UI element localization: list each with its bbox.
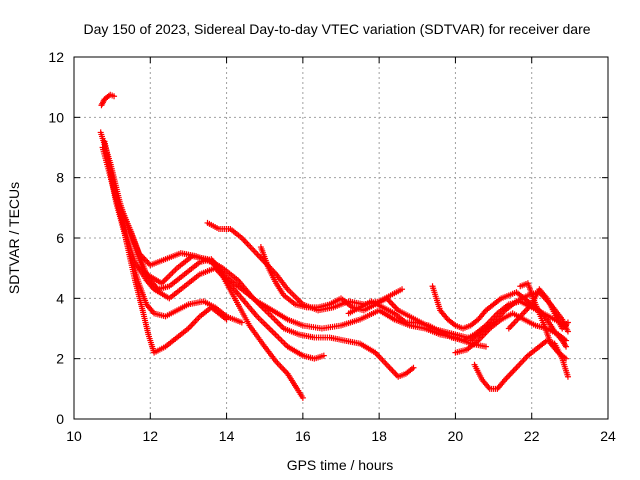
series-sat-c [99, 144, 327, 362]
chart-title: Day 150 of 2023, Sidereal Day-to-day VTE… [83, 21, 590, 37]
data-point [564, 328, 571, 335]
y-tick-label: 12 [48, 49, 64, 65]
x-tick-label: 24 [600, 428, 616, 444]
data-point [482, 343, 489, 350]
x-tick-label: 22 [524, 428, 540, 444]
series-sat-d [101, 138, 230, 356]
grid [74, 57, 608, 419]
data-point [111, 93, 118, 100]
y-tick-label: 10 [48, 109, 64, 125]
y-tick-label: 2 [56, 351, 64, 367]
series-sat-p [345, 298, 570, 344]
y-axis-label: SDTVAR / TECUs [6, 182, 22, 294]
series-sat-e [103, 150, 245, 326]
data-point [563, 355, 570, 362]
data-point [410, 364, 417, 371]
data-point [320, 352, 327, 359]
data-point [564, 373, 571, 380]
x-tick-label: 12 [142, 428, 158, 444]
data-point [399, 286, 406, 293]
y-tick-label: 0 [56, 411, 64, 427]
x-axis-label: GPS time / hours [287, 457, 394, 473]
series-sat-l [452, 310, 570, 356]
x-tick-label: 14 [219, 428, 235, 444]
data-point [299, 394, 306, 401]
x-tick-label: 20 [448, 428, 464, 444]
series-sat-a [98, 91, 118, 109]
data-point [563, 322, 570, 329]
data-point [563, 337, 570, 344]
y-tick-label: 6 [56, 230, 64, 246]
data-marks [97, 91, 571, 401]
data-point [564, 319, 571, 326]
x-tick-label: 18 [371, 428, 387, 444]
x-tick-label: 10 [66, 428, 82, 444]
data-point [238, 319, 245, 326]
y-tick-label: 8 [56, 170, 64, 186]
data-point [563, 343, 570, 350]
x-tick-label: 16 [295, 428, 311, 444]
y-tick-label: 4 [56, 290, 64, 306]
